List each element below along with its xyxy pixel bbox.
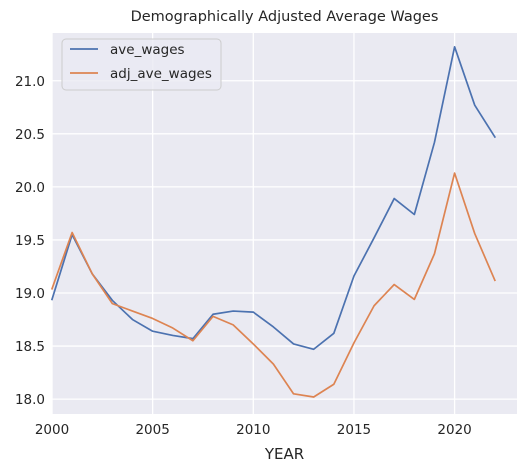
y-tick-label: 21.0: [15, 74, 45, 90]
series-lines: [50, 45, 497, 398]
plot-area: [52, 33, 517, 414]
legend-label: adj_ave_wages: [110, 66, 212, 82]
legend: ave_wages adj_ave_wages: [61, 38, 222, 91]
chart-title: Demographically Adjusted Average Wages: [131, 9, 439, 25]
x-tick-label: 2000: [35, 422, 69, 438]
x-tick-label: 2005: [135, 422, 169, 438]
x-tick-label: 2010: [236, 422, 270, 438]
series-line-ave_wages: [50, 45, 497, 351]
y-tick-label: 19.5: [15, 233, 45, 249]
x-tick-label: 2015: [337, 422, 371, 438]
legend-box: [61, 38, 222, 91]
legend-label: ave_wages: [110, 42, 185, 58]
x-tick-label: 2020: [437, 422, 471, 438]
y-tick-label: 18.0: [15, 392, 45, 408]
x-axis-label: YEAR: [264, 445, 304, 463]
y-tick-label: 18.5: [15, 339, 45, 355]
grid-lines: [51, 33, 517, 414]
series-line-adj_ave_wages: [50, 172, 496, 398]
y-tick-label: 20.0: [15, 180, 45, 196]
y-tick-label: 20.5: [15, 127, 45, 143]
tick-labels: 2000 2005 2010 2015 2020 18.0 18.5 19.0 19.5 20.0…: [15, 74, 472, 438]
y-tick-label: 19.0: [15, 286, 45, 302]
